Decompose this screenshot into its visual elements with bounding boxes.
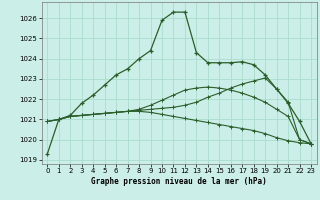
X-axis label: Graphe pression niveau de la mer (hPa): Graphe pression niveau de la mer (hPa) bbox=[91, 177, 267, 186]
